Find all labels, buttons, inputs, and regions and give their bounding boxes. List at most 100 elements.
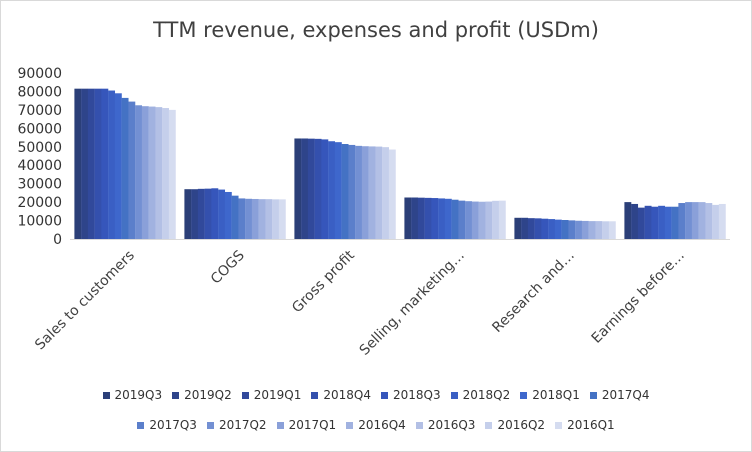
x-tick-label: Research and… xyxy=(489,248,577,336)
bar xyxy=(602,221,610,239)
legend-item: 2016Q4 xyxy=(346,418,406,432)
bar xyxy=(368,146,376,239)
bar xyxy=(451,199,459,239)
legend-item: 2018Q2 xyxy=(450,388,511,402)
y-tick-label: 10000 xyxy=(17,214,62,230)
legend-label: 2016Q1 xyxy=(567,418,615,432)
bar xyxy=(548,219,556,239)
bar xyxy=(718,203,726,239)
bar xyxy=(314,138,322,239)
bar xyxy=(238,198,246,239)
bar xyxy=(155,107,163,240)
bar xyxy=(458,200,466,239)
bar xyxy=(81,88,89,240)
bar xyxy=(631,203,639,239)
bar xyxy=(568,220,576,239)
bar xyxy=(334,142,342,239)
bar xyxy=(644,205,652,239)
legend-row: 2017Q3 2017Q2 2017Q1 2016Q4 2016Q3 2016Q2 2016… xyxy=(0,418,752,432)
x-tick-label: Gross profit xyxy=(289,247,358,316)
legend-item: 2018Q3 xyxy=(381,388,441,402)
x-tick-label: Selling, marketing… xyxy=(357,248,468,359)
bar xyxy=(411,197,419,239)
bar xyxy=(527,218,535,239)
bar xyxy=(135,105,143,239)
legend-item: 2016Q3 xyxy=(415,418,476,432)
bar xyxy=(465,201,473,239)
bar xyxy=(258,199,266,239)
bar xyxy=(218,189,226,239)
bar xyxy=(121,97,129,240)
bar xyxy=(361,146,369,239)
legend-label: 2018Q1 xyxy=(532,388,580,402)
bar xyxy=(575,220,583,239)
legend-row: 2019Q3 2019Q2 2019Q1 2018Q4 2018Q3 2018Q2 2018… xyxy=(0,388,752,402)
legend-swatch xyxy=(381,391,388,399)
x-tick-label: Earnings before… xyxy=(589,248,688,347)
bar xyxy=(355,145,363,239)
legend-swatch xyxy=(555,421,563,429)
legend-item: 2017Q1 xyxy=(276,418,336,432)
legend-item: 2017Q3 xyxy=(137,418,197,432)
legend-label: 2018Q2 xyxy=(462,388,511,402)
legend-item: 2018Q1 xyxy=(520,388,580,402)
legend-swatch xyxy=(137,421,145,429)
bar xyxy=(514,217,522,239)
bar xyxy=(162,108,170,239)
bar xyxy=(211,188,219,239)
legend-label: 2016Q4 xyxy=(358,418,406,432)
legend-swatch xyxy=(485,421,493,429)
bar xyxy=(624,202,632,239)
bar xyxy=(651,206,659,239)
bar xyxy=(148,106,156,239)
bar xyxy=(485,201,493,239)
legend-swatch xyxy=(450,391,458,399)
bar xyxy=(94,88,102,240)
bar xyxy=(301,138,309,239)
bar xyxy=(224,191,232,239)
bar xyxy=(404,197,412,239)
bar xyxy=(561,220,569,239)
bar xyxy=(664,206,672,239)
bar xyxy=(705,203,713,239)
legend-label: 2018Q3 xyxy=(393,388,441,402)
legend-swatch xyxy=(589,391,597,399)
bar xyxy=(691,202,699,239)
bar xyxy=(328,141,336,239)
bar xyxy=(712,204,720,239)
bar xyxy=(87,88,95,240)
bar xyxy=(431,198,439,239)
bar xyxy=(101,88,109,240)
bar xyxy=(245,198,253,239)
legend-label: 2017Q3 xyxy=(149,418,197,432)
x-tick-label: Sales to customers xyxy=(32,248,138,354)
bar xyxy=(204,188,212,239)
legend-label: 2019Q2 xyxy=(184,388,232,402)
legend-label: 2019Q3 xyxy=(114,388,163,402)
bar xyxy=(375,146,383,239)
bar xyxy=(637,207,645,239)
y-tick-label: 20000 xyxy=(17,195,62,211)
legend-label: 2016Q2 xyxy=(497,418,546,432)
bar xyxy=(658,205,666,239)
legend-item: 2016Q1 xyxy=(555,418,615,432)
bar xyxy=(424,197,432,239)
bar xyxy=(184,189,192,239)
bar xyxy=(678,203,686,239)
legend-swatch xyxy=(172,391,180,399)
legend-label: 2017Q2 xyxy=(218,418,267,432)
legend-swatch xyxy=(206,421,214,429)
bar xyxy=(554,219,562,239)
bar xyxy=(197,188,205,239)
legend-item: 2018Q4 xyxy=(311,388,371,402)
legend-label: 2016Q3 xyxy=(427,418,476,432)
legend-item: 2017Q4 xyxy=(589,388,650,402)
y-tick-label: 80000 xyxy=(17,84,62,100)
bar xyxy=(294,138,302,239)
bar xyxy=(521,217,529,239)
y-tick-label: 30000 xyxy=(17,177,62,193)
y-tick-label: 50000 xyxy=(17,140,62,156)
bar xyxy=(341,144,349,239)
bar xyxy=(438,198,446,239)
